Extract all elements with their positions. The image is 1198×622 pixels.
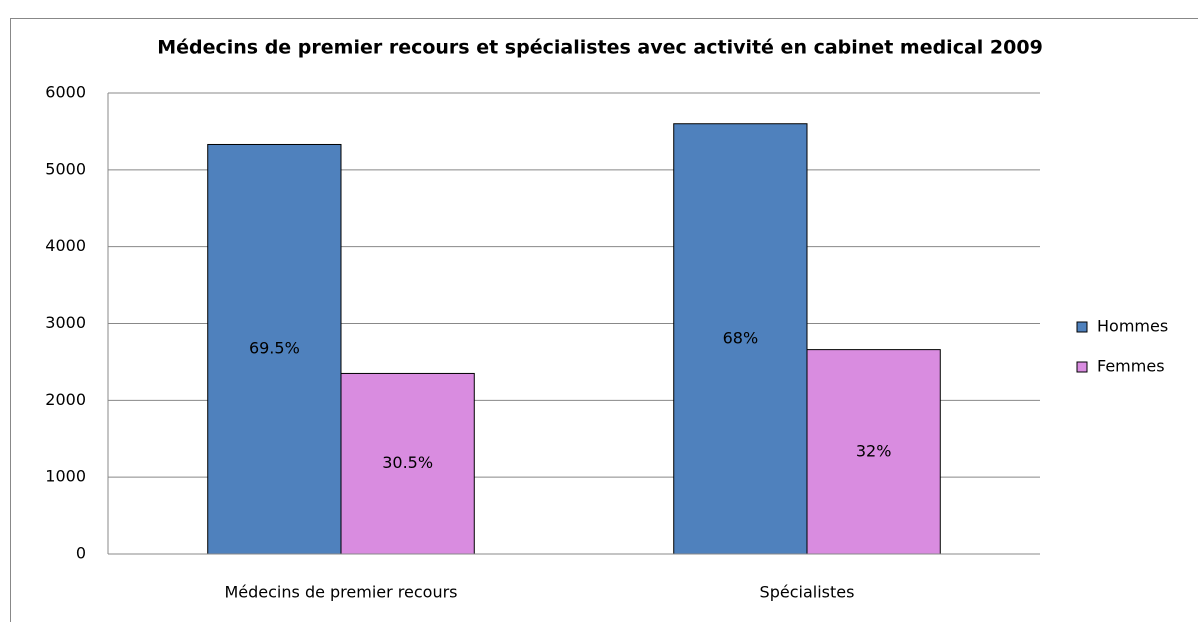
legend-swatch bbox=[1076, 321, 1088, 333]
share-label: 68% bbox=[723, 328, 759, 347]
x-tick-label: Spécialistes bbox=[760, 583, 855, 602]
chart-title: Médecins de premier recours et spécialis… bbox=[157, 37, 1043, 59]
bar bbox=[806, 349, 941, 555]
y-tick-label: 6000 bbox=[45, 83, 86, 102]
bar bbox=[207, 143, 342, 555]
y-tick-label: 0 bbox=[76, 544, 86, 563]
y-tick-label: 1000 bbox=[45, 467, 86, 486]
y-tick-label: 4000 bbox=[45, 236, 86, 255]
legend-label: Hommes bbox=[1097, 317, 1168, 336]
legend-swatch bbox=[1076, 361, 1088, 373]
bar bbox=[673, 123, 808, 555]
bar bbox=[340, 372, 475, 555]
y-tick-label: 3000 bbox=[45, 313, 86, 332]
y-tick-label: 2000 bbox=[45, 390, 86, 409]
share-label: 69.5% bbox=[249, 339, 300, 358]
legend-label: Femmes bbox=[1097, 357, 1165, 376]
share-label: 30.5% bbox=[382, 453, 433, 472]
x-tick-label: Médecins de premier recours bbox=[224, 583, 457, 602]
chart-frame bbox=[10, 18, 1198, 622]
y-tick-label: 5000 bbox=[45, 159, 86, 178]
share-label: 32% bbox=[856, 441, 892, 460]
